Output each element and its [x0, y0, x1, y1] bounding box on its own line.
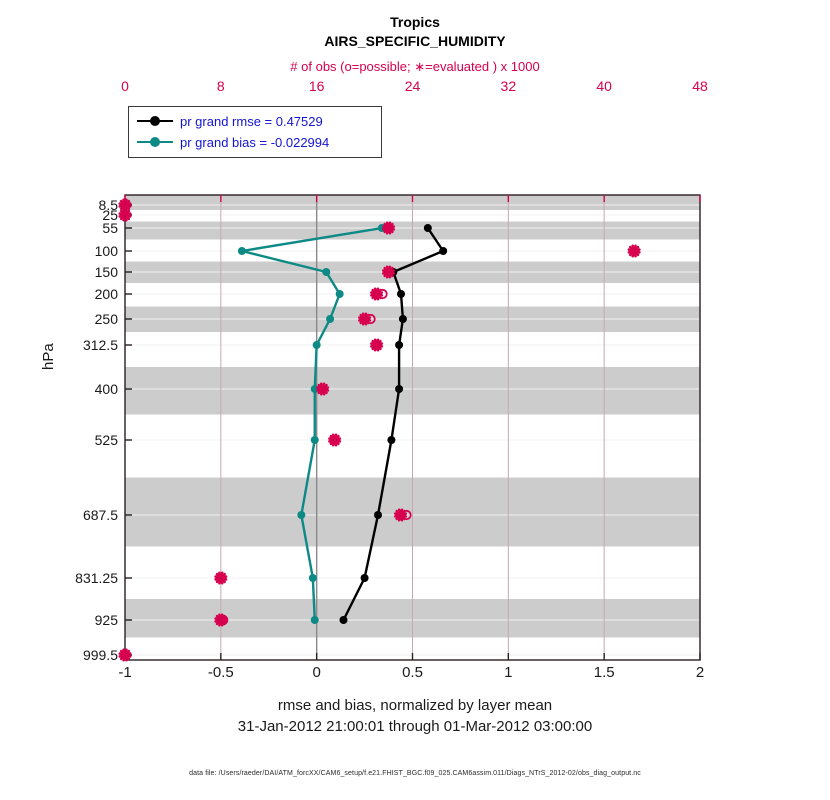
y-tick-9: 525: [94, 432, 118, 448]
obs-evaluated-marker: [214, 571, 228, 585]
legend-item-rmse: pr grand rmse = 0.47529: [137, 111, 323, 131]
y-tick-12: 925: [94, 612, 118, 628]
y-tick-10: 687.5: [82, 507, 118, 523]
obs-evaluated-marker: [370, 287, 384, 301]
x-tick-3: 0.5: [402, 664, 423, 681]
time-range-label: 31-Jan-2012 21:00:01 through 01-Mar-2012…: [237, 718, 593, 735]
top-tick-4: 32: [500, 78, 517, 94]
legend-label-bias: pr grand bias = -0.022994: [180, 134, 330, 150]
series-bias: [237, 224, 386, 624]
obs-evaluated-marker: [118, 648, 132, 662]
top-axis-title: # of obs (o=possible; ∗=evaluated ) x 10…: [290, 59, 540, 74]
x-axis-label: rmse and bias, normalized by layer mean: [277, 697, 553, 714]
legend-swatch-bias: [137, 137, 173, 147]
y-tick-5: 200: [94, 286, 118, 302]
page-title: Tropics: [390, 14, 440, 30]
legend-item-bias: pr grand bias = -0.022994: [137, 132, 329, 152]
obs-evaluated-marker: [382, 221, 396, 235]
legend: pr grand rmse = 0.47529 pr grand bias = …: [128, 106, 382, 158]
obs-evaluated-marker: [370, 338, 384, 352]
y-tick-1: 25: [102, 207, 118, 223]
y-axis-label: hPa: [40, 343, 57, 370]
x-tick-0: -1: [118, 664, 132, 681]
y-tick-3: 100: [94, 243, 118, 259]
obs-evaluated-marker: [358, 312, 372, 326]
top-tick-1: 8: [216, 78, 225, 94]
x-tick-1: -0.5: [207, 664, 234, 681]
obs-evaluated-marker: [328, 433, 342, 447]
y-tick-11: 831.25: [75, 570, 118, 586]
legend-swatch-rmse: [137, 116, 173, 126]
obs-evaluated-marker: [214, 613, 228, 627]
data-file-footnote: data file: /Users/raeder/DAI/ATM_forcXX/…: [189, 770, 641, 777]
y-tick-6: 250: [94, 311, 118, 327]
x-tick-6: 2: [695, 664, 705, 681]
y-tick-2: 55: [102, 220, 118, 236]
obs-evaluated-marker: [382, 265, 396, 279]
y-tick-4: 150: [94, 264, 118, 280]
x-tick-4: 1: [504, 664, 513, 681]
obs-evaluated-marker: [627, 244, 641, 258]
obs-evaluated-marker: [316, 382, 330, 396]
variable-title: AIRS_SPECIFIC_HUMIDITY: [324, 33, 506, 49]
top-tick-0: 0: [121, 78, 129, 94]
obs-evaluated-marker: [118, 208, 132, 222]
top-tick-6: 48: [692, 78, 708, 94]
y-tick-13: 999.5: [82, 647, 118, 663]
top-tick-2: 16: [308, 78, 325, 94]
top-tick-5: 40: [596, 78, 612, 94]
x-tick-5: 1.5: [593, 664, 615, 681]
top-tick-3: 24: [404, 78, 421, 94]
x-tick-2: 0: [312, 664, 321, 681]
legend-label-rmse: pr grand rmse = 0.47529: [180, 113, 323, 129]
y-tick-7: 312.5: [82, 337, 118, 353]
y-tick-0: 8.5: [98, 197, 118, 213]
y-tick-8: 400: [94, 381, 118, 397]
obs-evaluated-marker: [118, 198, 132, 212]
obs-evaluated-marker: [394, 508, 408, 522]
series-rmse: [339, 224, 448, 624]
